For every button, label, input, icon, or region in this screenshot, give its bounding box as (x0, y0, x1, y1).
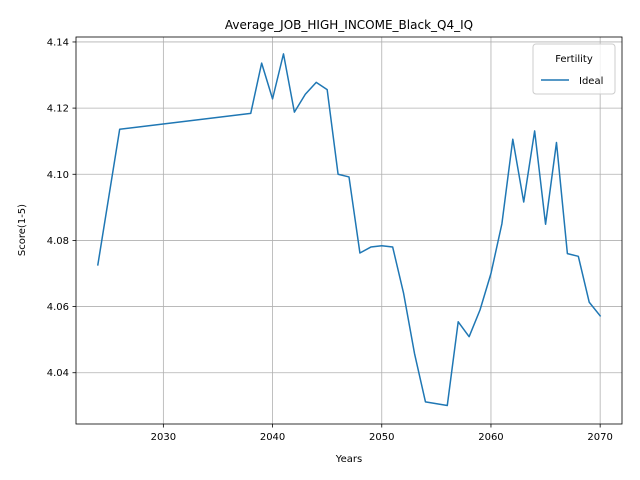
data-lines (96, 53, 602, 407)
y-tick-label: 4.14 (47, 37, 69, 48)
x-tick-label: 2050 (369, 432, 394, 443)
plot-area (75, 36, 623, 425)
grid-lines (76, 37, 622, 424)
y-tick-label: 4.10 (47, 170, 69, 181)
y-axis-label: Score(1-5) (17, 204, 28, 256)
legend-title: Fertility (555, 54, 593, 65)
x-tick-label: 2070 (587, 432, 612, 443)
y-tick-label: 4.12 (47, 104, 69, 115)
series-line-ideal (96, 53, 602, 407)
x-axis: 2030 2040 2050 2060 2070 (151, 424, 613, 443)
plot-background (76, 37, 622, 424)
x-tick-label: 2030 (151, 432, 176, 443)
chart-title: Average_JOB_HIGH_INCOME_Black_Q4_IQ (225, 18, 473, 32)
plot-frame (75, 36, 623, 425)
y-tick-label: 4.06 (47, 302, 69, 313)
legend: Fertility Ideal (532, 43, 616, 95)
x-tick-label: 2060 (478, 432, 503, 443)
y-tick-label: 4.08 (47, 236, 69, 247)
x-tick-label: 2040 (260, 432, 285, 443)
y-tick-label: 4.04 (47, 368, 69, 379)
legend-box (532, 43, 616, 95)
y-axis: 4.04 4.06 4.08 4.10 4.12 4.14 (47, 37, 76, 379)
legend-label-ideal: Ideal (579, 76, 603, 87)
x-axis-label: Years (335, 454, 362, 465)
